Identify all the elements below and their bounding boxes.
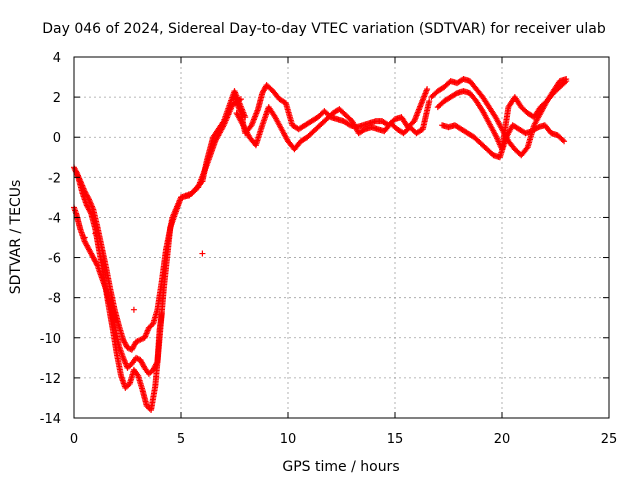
data-point (563, 78, 570, 85)
data-point (561, 138, 568, 145)
data-point (85, 195, 92, 202)
x-axis-label: GPS time / hours (282, 459, 399, 475)
y-axis-label: SDTVAR / TECUs (8, 180, 24, 295)
y-tick-label: -14 (40, 412, 61, 427)
y-tick-label: 2 (53, 91, 61, 106)
x-tick-label: 10 (280, 432, 297, 447)
data-points (71, 76, 570, 413)
x-tick-label: 0 (70, 432, 78, 447)
data-point (153, 360, 160, 367)
outlier-point (92, 230, 99, 237)
series-H (439, 122, 568, 161)
y-tick-label: -4 (48, 211, 61, 226)
y-tick-label: -8 (48, 292, 61, 307)
data-point (559, 137, 566, 144)
data-point (237, 96, 244, 103)
y-tick-label: -10 (40, 332, 61, 347)
data-point (426, 98, 433, 105)
x-tick-label: 25 (601, 432, 618, 447)
series-C (71, 204, 165, 377)
y-tick-label: 4 (53, 51, 61, 66)
data-point (93, 261, 100, 268)
axis-ticks: 0 5 10 15 20 25 -14 -12 -10 -8 -6 -4 -2 0 2 4 (40, 51, 618, 447)
y-tick-label: -2 (48, 171, 61, 186)
outlier-point (199, 250, 206, 257)
plot-frame (73, 56, 610, 419)
x-tick-label: 15 (387, 432, 404, 447)
x-tick-label: 5 (177, 432, 185, 447)
data-point (424, 86, 431, 93)
outlier-point (130, 306, 137, 313)
y-tick-label: 0 (53, 131, 61, 146)
series-E (233, 98, 433, 153)
series-G (434, 78, 570, 153)
data-point (158, 310, 165, 317)
outlier-point (81, 234, 88, 241)
data-point (561, 79, 568, 86)
chart-title: Day 046 of 2024, Sidereal Day-to-day VTE… (42, 21, 606, 37)
y-tick-label: -12 (40, 372, 61, 387)
y-tick-label: -6 (48, 252, 61, 267)
series-B (73, 96, 244, 353)
x-tick-label: 20 (494, 432, 511, 447)
